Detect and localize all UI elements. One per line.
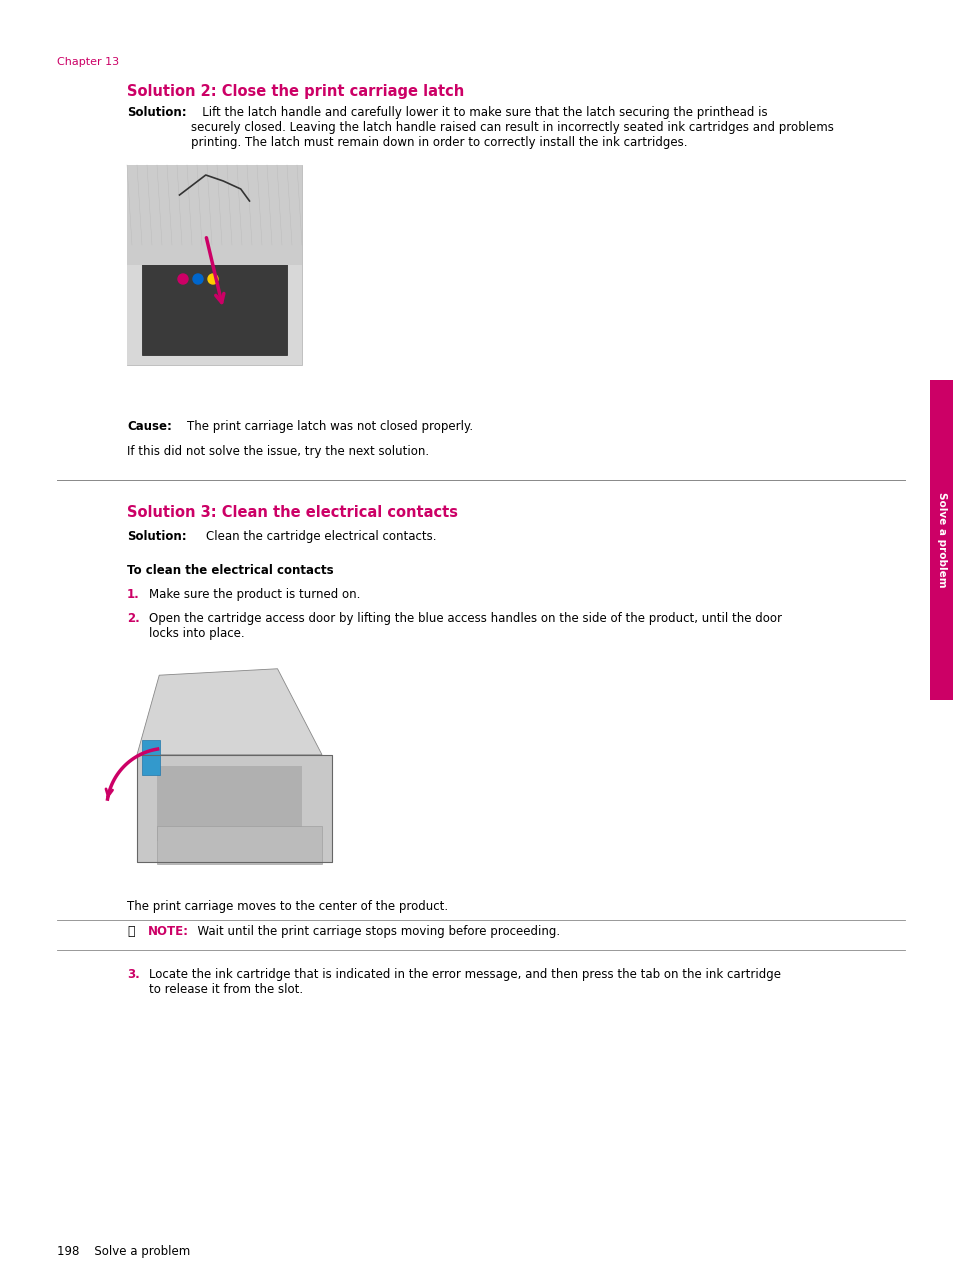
Text: Make sure the product is turned on.: Make sure the product is turned on. bbox=[149, 588, 360, 601]
Polygon shape bbox=[137, 669, 322, 754]
Bar bbox=[127, 165, 302, 364]
Text: The print carriage latch was not closed properly.: The print carriage latch was not closed … bbox=[172, 420, 473, 433]
Bar bbox=[157, 826, 322, 865]
Bar bbox=[127, 658, 341, 872]
Text: ⎙: ⎙ bbox=[127, 925, 134, 939]
Text: If this did not solve the issue, try the next solution.: If this did not solve the issue, try the… bbox=[127, 444, 429, 458]
Text: NOTE:: NOTE: bbox=[148, 925, 189, 939]
Bar bbox=[127, 165, 302, 265]
Bar bbox=[137, 754, 332, 862]
Text: Clean the cartridge electrical contacts.: Clean the cartridge electrical contacts. bbox=[191, 530, 436, 544]
Text: Solution 2: Close the print carriage latch: Solution 2: Close the print carriage lat… bbox=[127, 84, 464, 99]
Circle shape bbox=[193, 274, 203, 284]
Bar bbox=[127, 165, 302, 364]
Text: 198    Solve a problem: 198 Solve a problem bbox=[57, 1245, 190, 1259]
Text: Cause:: Cause: bbox=[127, 420, 172, 433]
Text: Solution:: Solution: bbox=[127, 105, 187, 119]
Bar bbox=[142, 255, 287, 356]
Text: The print carriage moves to the center of the product.: The print carriage moves to the center o… bbox=[127, 900, 448, 913]
Text: Locate the ink cartridge that is indicated in the error message, and then press : Locate the ink cartridge that is indicat… bbox=[149, 968, 781, 996]
Text: 2.: 2. bbox=[127, 612, 139, 625]
Text: Solution:: Solution: bbox=[127, 530, 187, 544]
Text: Solve a problem: Solve a problem bbox=[936, 493, 946, 588]
Circle shape bbox=[178, 274, 188, 284]
Text: 1.: 1. bbox=[127, 588, 139, 601]
Bar bbox=[142, 739, 160, 775]
Bar bbox=[929, 380, 953, 700]
Text: Open the cartridge access door by lifting the blue access handles on the side of: Open the cartridge access door by liftin… bbox=[149, 612, 781, 640]
Bar bbox=[137, 754, 332, 862]
Text: To clean the electrical contacts: To clean the electrical contacts bbox=[127, 564, 334, 577]
Text: Solution 3: Clean the electrical contacts: Solution 3: Clean the electrical contact… bbox=[127, 505, 457, 519]
Circle shape bbox=[208, 274, 218, 284]
Text: 3.: 3. bbox=[127, 968, 139, 980]
Bar bbox=[157, 766, 302, 841]
Text: Wait until the print carriage stops moving before proceeding.: Wait until the print carriage stops movi… bbox=[190, 925, 559, 939]
Text: Lift the latch handle and carefully lower it to make sure that the latch securin: Lift the latch handle and carefully lowe… bbox=[191, 105, 833, 149]
Text: Chapter 13: Chapter 13 bbox=[57, 57, 119, 67]
